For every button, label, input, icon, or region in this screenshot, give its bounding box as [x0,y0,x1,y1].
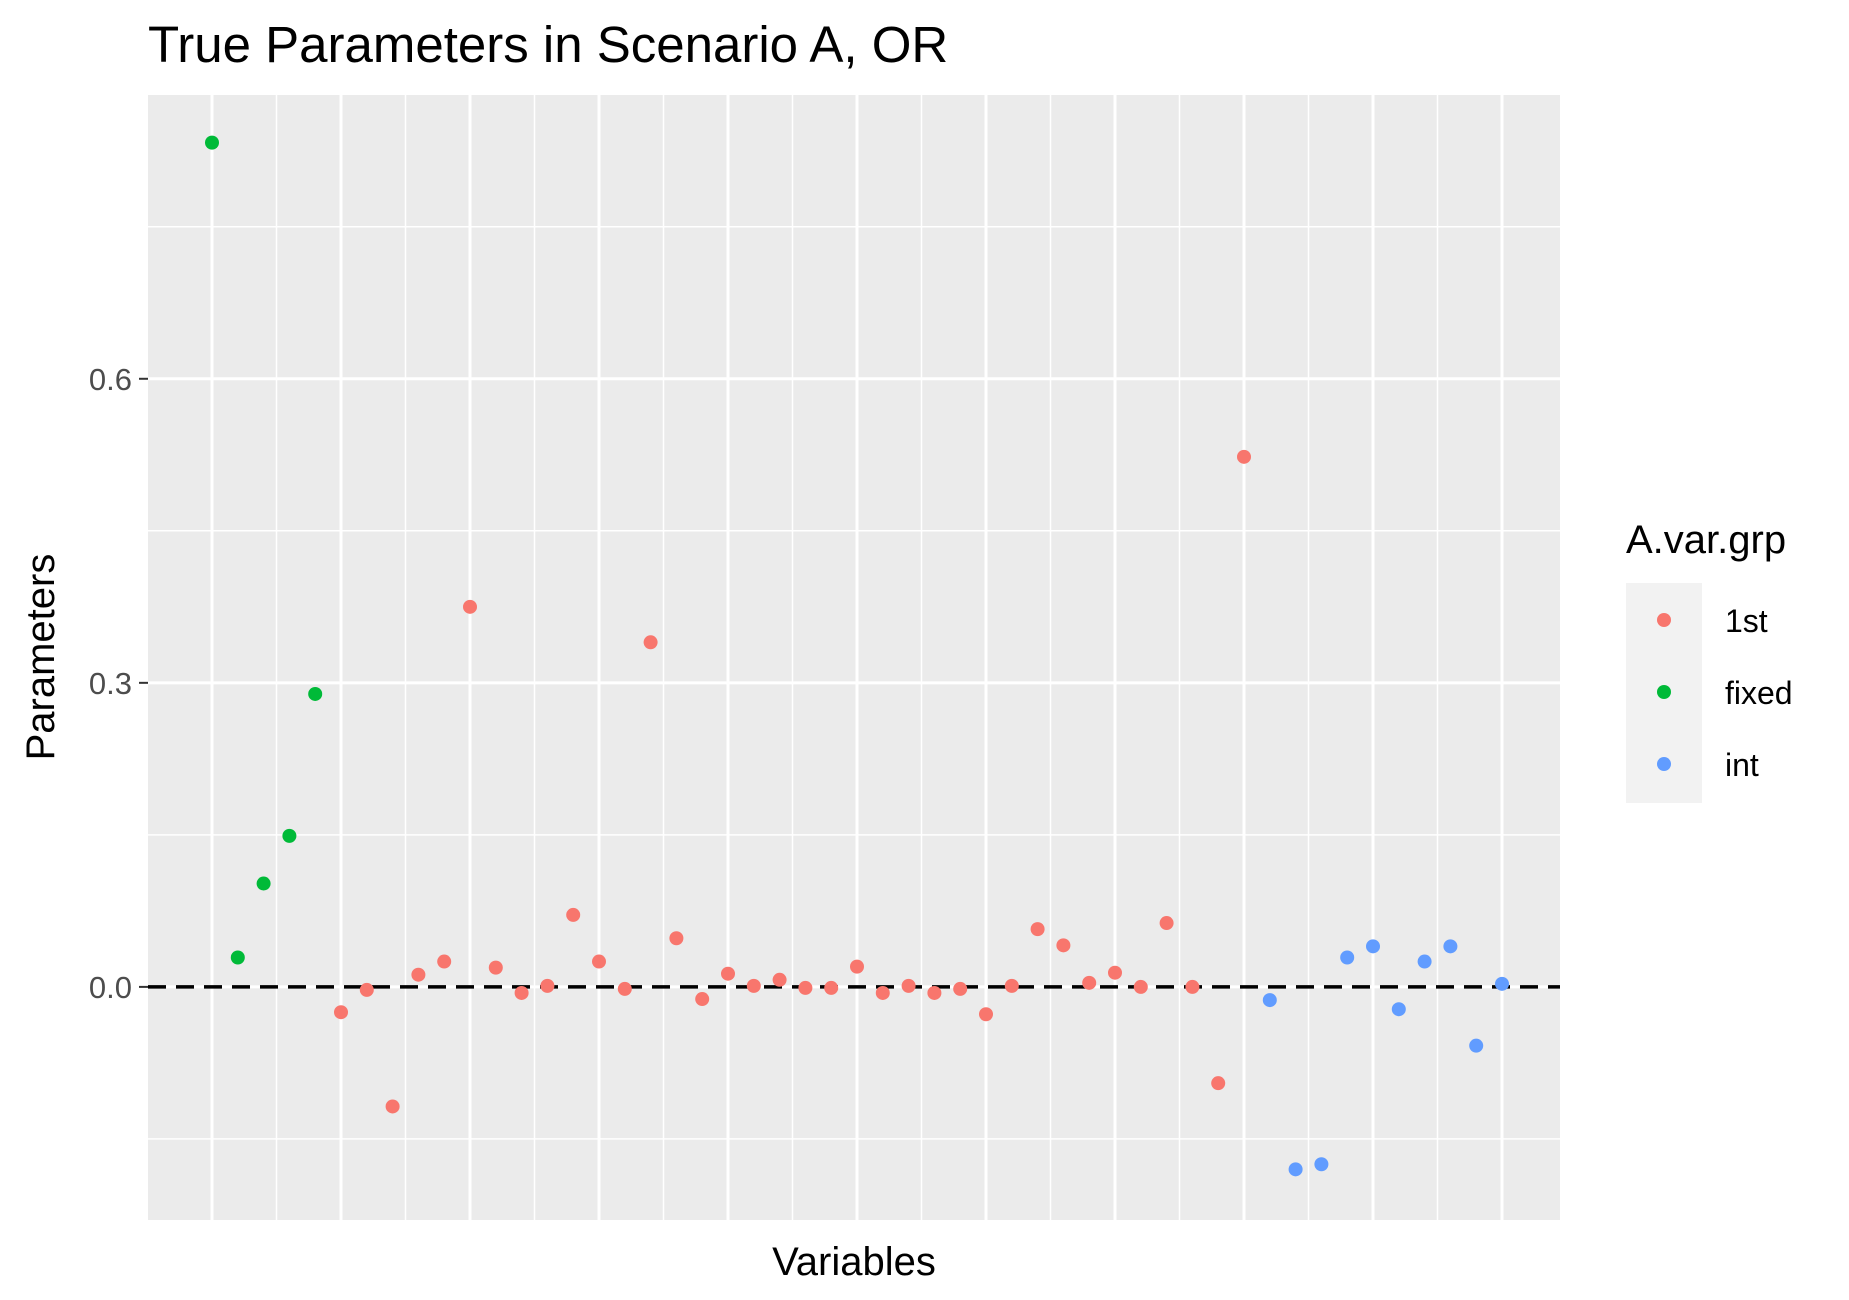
data-point-1st [411,967,426,982]
data-point-1st [1185,979,1200,994]
legend-key-1st [1657,613,1671,627]
data-point-1st [566,907,581,922]
data-point-int [1366,939,1380,954]
data-point-1st [1159,916,1174,931]
chart-title: True Parameters in Scenario A, OR [148,16,948,73]
data-point-1st [1004,978,1019,993]
data-point-1st [617,981,632,996]
data-point-int [1262,993,1277,1008]
data-point-1st [772,972,787,987]
data-point-1st [927,985,942,1000]
data-points [205,135,1509,1177]
data-point-int [1340,950,1355,965]
y-axis-title: Parameters [19,554,63,761]
legend-label: 1st [1725,603,1768,639]
data-point-1st [695,992,710,1007]
data-point-fixed [205,135,219,150]
data-point-1st [359,982,374,997]
data-point-fixed [230,950,245,965]
data-point-fixed [308,686,323,701]
data-point-1st [643,635,658,650]
legend-key-int [1657,757,1671,771]
legend-label: int [1725,747,1759,783]
data-point-fixed [256,876,271,891]
data-point-int [1391,1002,1406,1017]
grid-major [148,95,1560,1220]
data-point-1st [1211,1076,1226,1091]
data-point-int [1314,1157,1329,1172]
legend-key-fixed [1657,685,1671,699]
data-point-1st [798,980,813,995]
legend-label: fixed [1725,675,1793,711]
legend: A.var.grp 1st fixed int [1626,518,1793,803]
data-point-1st [488,960,503,975]
data-point-int [1443,939,1458,954]
y-tick-label: 0.0 [89,970,132,1005]
y-axis: 0.0 0.3 0.6 [89,362,148,1005]
data-point-1st [850,959,864,974]
data-point-1st [979,1007,993,1022]
data-point-int [1495,976,1509,991]
data-point-1st [463,599,477,614]
data-point-1st [1030,922,1045,937]
data-point-1st [746,978,761,993]
data-point-1st [669,931,684,946]
data-point-int [1417,954,1432,969]
data-point-int [1288,1162,1303,1177]
x-axis-title: Variables [772,1240,936,1284]
data-point-1st [1108,965,1122,980]
grid-minor [148,95,1560,1220]
data-point-1st [385,1099,400,1114]
plot-panel [148,95,1560,1220]
data-point-1st [1133,979,1148,994]
data-point-1st [514,985,529,1000]
data-point-1st [540,978,555,993]
data-point-1st [1237,449,1251,464]
data-point-int [1469,1038,1484,1053]
data-point-1st [1082,975,1097,990]
data-point-1st [901,978,916,993]
data-point-1st [437,954,452,969]
data-point-1st [953,981,968,996]
data-point-1st [721,966,735,981]
data-point-1st [1056,938,1071,953]
data-point-1st [334,1005,348,1020]
data-point-1st [875,985,890,1000]
data-point-fixed [282,828,297,843]
y-tick-label: 0.3 [89,666,132,701]
y-tick-label: 0.6 [89,362,132,397]
data-point-1st [824,980,839,995]
legend-title: A.var.grp [1626,518,1786,562]
data-point-1st [592,954,606,969]
